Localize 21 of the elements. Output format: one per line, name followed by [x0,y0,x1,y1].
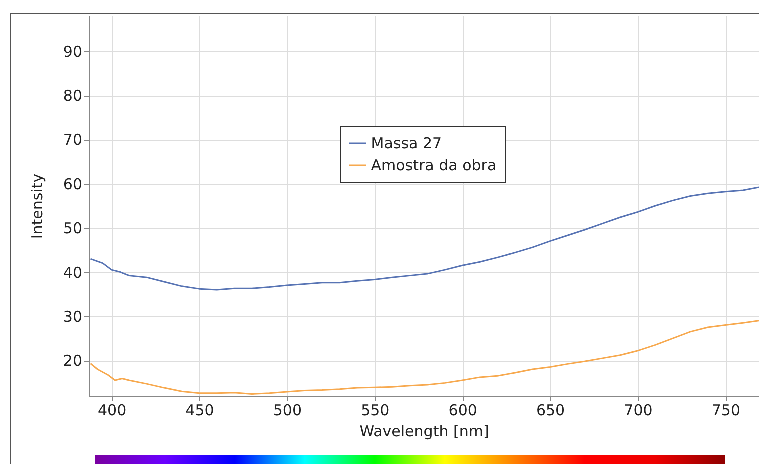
x-tick-label: 700 [624,402,653,420]
x-tick-label: 500 [273,402,302,420]
y-tick-label: 50 [63,220,82,238]
x-tick-label: 750 [712,402,740,420]
y-tick-label: 70 [63,131,82,150]
y-tick-label: 40 [63,264,82,282]
x-tick-label: 450 [186,402,214,420]
legend-label: Massa 27 [371,134,442,152]
x-axis-title: Wavelength [nm] [360,422,490,440]
legend-label: Amostra da obra [371,156,497,174]
y-tick-label: 20 [63,352,82,370]
x-tick-label: 550 [361,402,390,420]
x-tick-label: 600 [448,402,478,420]
y-tick-label: 30 [63,308,82,326]
y-tick-label: 90 [63,42,82,61]
x-tick-label: 400 [98,402,127,420]
x-tick-label: 650 [536,402,566,420]
y-tick-label: 60 [63,175,82,194]
y-tick-label: 80 [63,87,82,106]
y-axis-title: Intensity [28,174,46,240]
line-series [90,186,759,291]
